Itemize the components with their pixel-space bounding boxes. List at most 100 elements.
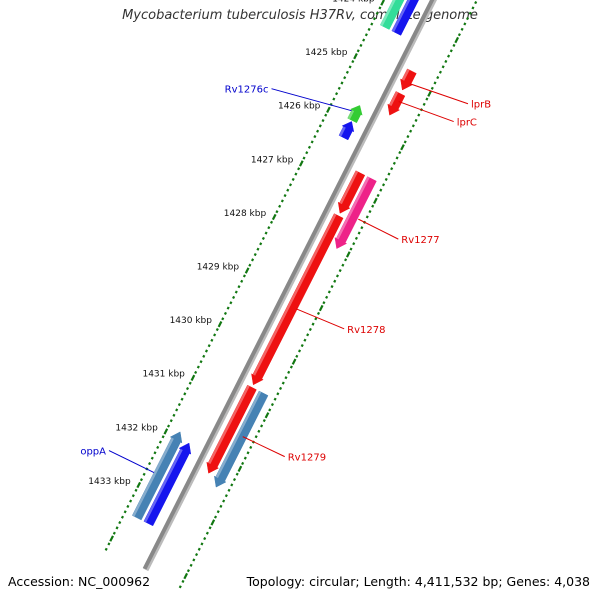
label-leader-line [409, 83, 469, 105]
forward-rail-tick [112, 531, 116, 535]
forward-rail-tick [217, 321, 223, 328]
forward-rail-tick [378, 6, 382, 10]
reverse-rail-tick [406, 134, 410, 139]
feature-label[interactable]: Rv1277 [401, 235, 439, 246]
feature-label[interactable]: Rv1278 [347, 325, 385, 336]
feature-arrow[interactable] [337, 170, 366, 214]
forward-rail-tick [286, 188, 290, 192]
scale-label: 1427 kbp [251, 155, 294, 165]
feature-arrow[interactable] [214, 390, 269, 488]
scale-label: 1430 kbp [170, 316, 213, 326]
reverse-rail-tick [357, 231, 361, 235]
reverse-rail-tick [398, 151, 402, 155]
feature-label[interactable]: Rv1279 [288, 453, 326, 464]
reverse-rail-tick [352, 242, 356, 246]
reverse-rail-tick [230, 483, 234, 487]
feature-label[interactable]: Rv1276c [225, 85, 269, 96]
reverse-rail-tick [314, 317, 318, 321]
feature-label[interactable]: lprC [457, 118, 477, 129]
forward-rail-tick [337, 86, 341, 90]
forward-rail-tick [234, 290, 238, 294]
reverse-rail-tick [330, 285, 334, 289]
reverse-rail-tick [414, 118, 418, 123]
forward-rail-tick [172, 413, 176, 417]
reverse-rail-tick [237, 465, 243, 473]
lprb-feature-arrow[interactable] [400, 68, 417, 91]
rv1276c-feature-arrow[interactable] [347, 105, 363, 124]
feature-label[interactable]: lprB [471, 100, 491, 111]
forward-rail-tick [148, 461, 152, 466]
reverse-rail-tick [384, 177, 388, 181]
forward-rail-tick [307, 145, 311, 149]
lprc-feature-arrow[interactable] [387, 91, 406, 116]
forward-rail-tick [275, 210, 279, 214]
reverse-rail-tick [213, 515, 218, 519]
reverse-rail-tick [287, 370, 291, 374]
reverse-rail-tick [449, 49, 453, 53]
forward-rail-tick [288, 183, 293, 187]
forward-rail-tick [343, 76, 347, 80]
rv1278-feature-arrow[interactable] [251, 213, 344, 386]
feature-highlight [339, 126, 346, 137]
reverse-rail-tick [216, 510, 220, 514]
reverse-rail-tick [433, 81, 437, 85]
feature-arrow[interactable] [391, 0, 424, 36]
reverse-rail-tick [200, 542, 204, 546]
forward-rail-tick [223, 311, 227, 316]
rv1279-feature-arrow[interactable] [206, 384, 257, 474]
forward-rail-tick [375, 11, 379, 15]
reverse-rail-tick [325, 295, 329, 299]
reverse-rail-tick [205, 531, 209, 535]
reverse-rail-tick [297, 349, 302, 353]
feature-highlight [132, 437, 174, 517]
forward-rail-tick [190, 374, 196, 381]
reverse-rail-tick [291, 358, 297, 365]
feature-arrow[interactable] [379, 0, 412, 30]
forward-rail-tick [156, 445, 160, 450]
topology-text: Topology: circular; Length: 4,411,532 bp… [246, 574, 590, 589]
forward-rail-tick [348, 65, 352, 69]
forward-rail-tick [269, 220, 274, 224]
reverse-rail-tick [368, 210, 372, 214]
feature-arrow[interactable] [143, 442, 192, 527]
reverse-rail-tick [264, 412, 270, 419]
forward-rail-tick [177, 403, 181, 407]
feature-label[interactable]: oppA [80, 447, 106, 458]
forward-rail-tick [153, 451, 157, 455]
forward-rail-tick [183, 392, 187, 396]
reverse-rail-tick [365, 215, 369, 219]
forward-rail-tick [359, 43, 363, 48]
rv1277-feature-arrow[interactable] [334, 176, 377, 249]
forward-rail-tick [115, 526, 119, 530]
feature-highlight [339, 170, 359, 205]
feature-arrow[interactable] [338, 121, 355, 141]
forward-rail-tick [316, 129, 320, 133]
reverse-rail-tick [178, 585, 182, 589]
forward-rail-tick [226, 306, 230, 310]
forward-rail-tick [326, 106, 331, 113]
oppa-feature-arrow[interactable] [131, 431, 183, 521]
scale-label: 1433 kbp [88, 477, 131, 487]
reverse-rail-tick [468, 11, 472, 15]
reverse-rail-tick [222, 499, 226, 503]
forward-rail-tick [251, 258, 255, 262]
feature-highlight [143, 448, 183, 523]
scale-label: 1425 kbp [305, 48, 348, 58]
reverse-rail-tick [303, 338, 307, 342]
reverse-rail-tick [341, 263, 345, 267]
scale-label: 1429 kbp [197, 263, 240, 273]
forward-rail-tick [210, 338, 214, 342]
reverse-rail-tick [466, 17, 470, 21]
forward-rail-tick [298, 160, 304, 167]
feature-highlight [208, 385, 250, 465]
reverse-rail-tick [262, 419, 266, 423]
forward-rail-tick [261, 236, 265, 241]
forward-rail-tick [324, 113, 328, 117]
reverse-rail-tick [235, 472, 239, 476]
forward-rail-tick [278, 204, 282, 208]
reverse-rail-tick [360, 226, 364, 230]
forward-rail-tick [169, 419, 173, 423]
feature-highlight [215, 391, 262, 478]
forward-rail-tick [345, 70, 349, 74]
